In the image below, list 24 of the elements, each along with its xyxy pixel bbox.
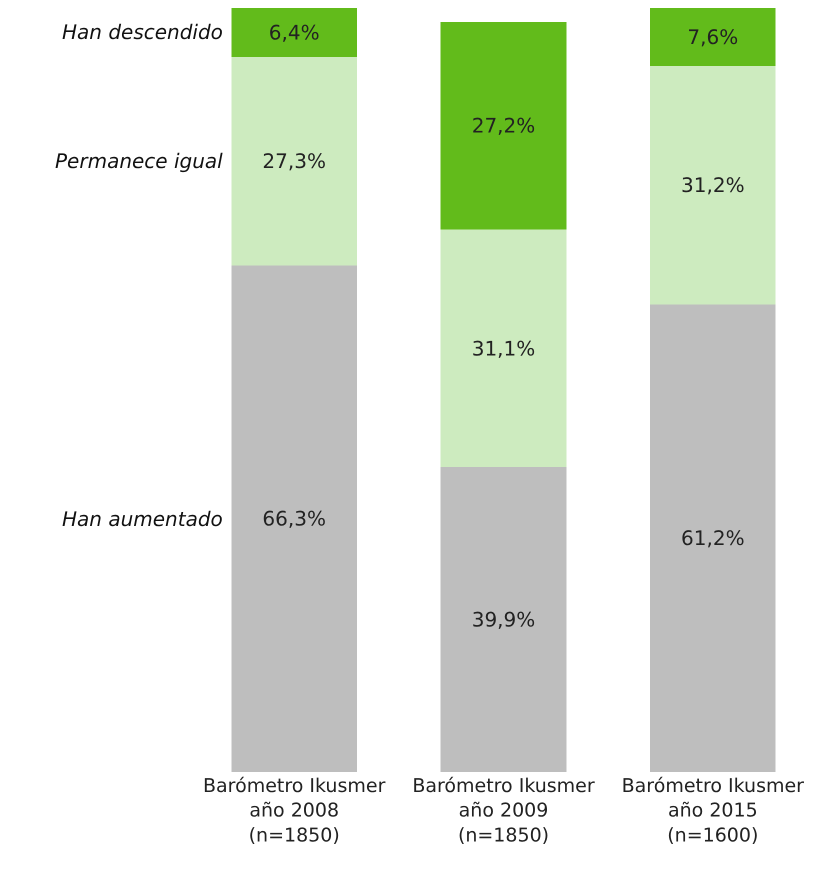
bar [231,265,357,772]
bar [440,22,566,230]
bar [650,66,776,304]
data-label: 27,2% [472,114,536,138]
bar [440,230,566,468]
data-label: 61,2% [681,526,745,550]
x-tick-label: Barómetro Ikusmer año 2009 (n=1850) [412,775,595,846]
data-label: 31,2% [681,173,745,198]
bar [231,8,357,57]
data-label: 66,3% [262,506,326,531]
x-tick-label: Barómetro Ikusmer año 2015 (n=1600) [622,775,804,846]
x-tick-label: Barómetro Ikusmer año 2008 (n=1850) [203,775,386,846]
series-label: Han aumentado [62,507,223,531]
data-label: 6,4% [268,20,320,44]
data-label: 31,1% [472,336,536,360]
bar [440,467,566,772]
series-label: Permanece igual [55,149,224,173]
data-label: 7,6% [687,25,738,50]
data-label: 27,3% [262,149,326,174]
bar [650,8,776,66]
series-label: Han descendido [62,20,223,44]
bar [650,304,776,772]
bar [231,56,357,266]
data-label: 39,9% [472,608,536,632]
